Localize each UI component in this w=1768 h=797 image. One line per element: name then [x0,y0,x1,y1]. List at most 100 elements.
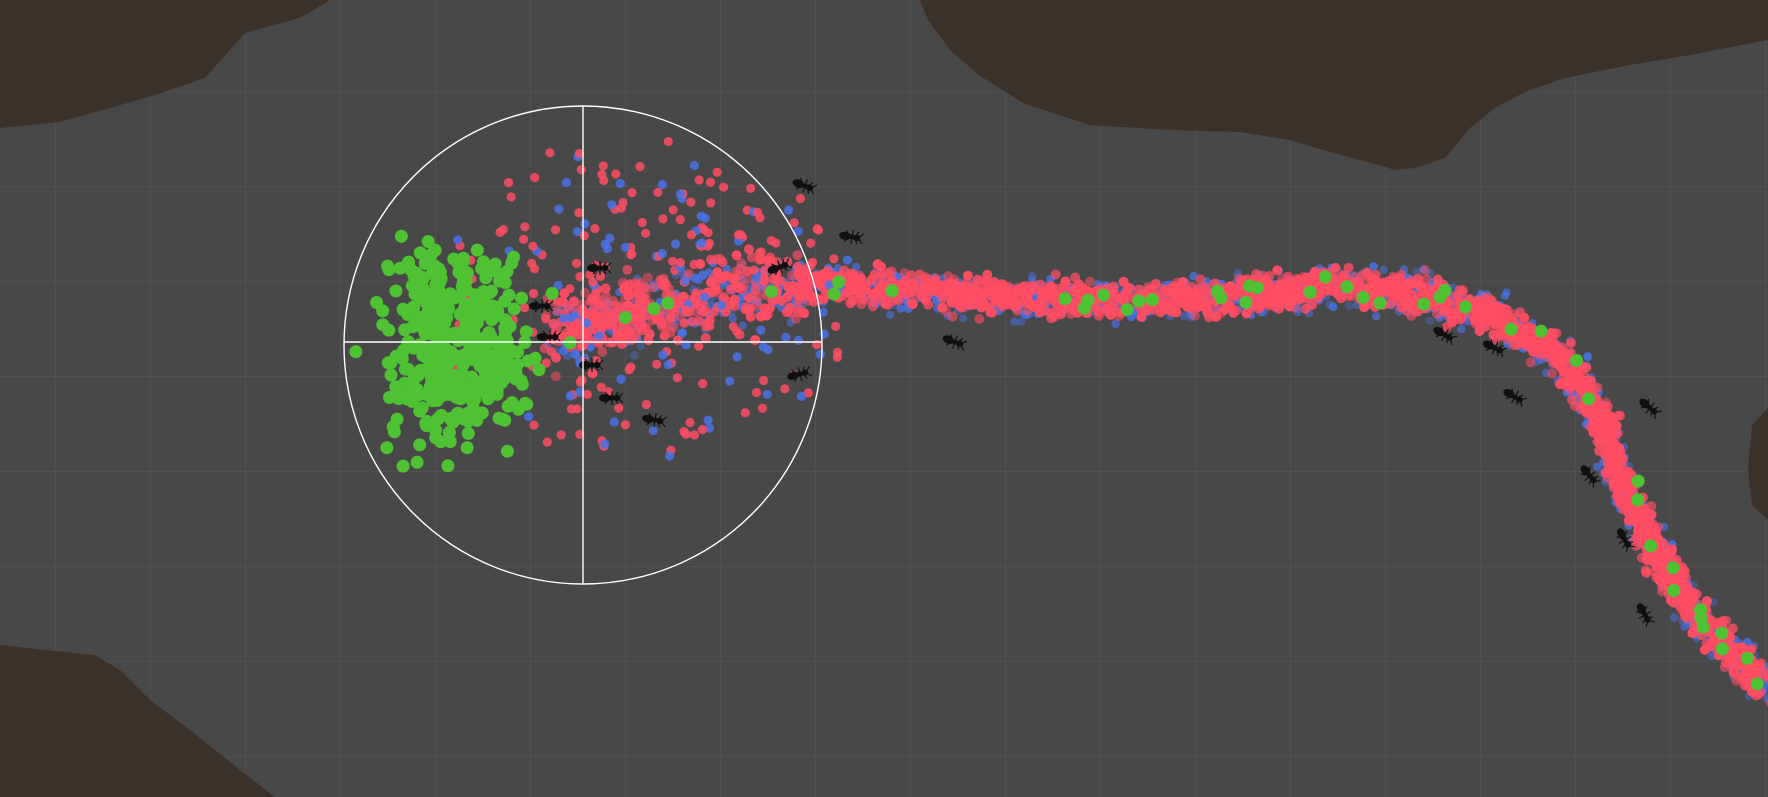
pheromone-dot [765,304,775,314]
food-pellet [456,367,470,381]
pheromone-dot [800,278,811,289]
pheromone-dot [670,306,681,317]
pheromone-dot [1748,664,1759,675]
pheromone-dot [1547,368,1557,379]
food-pellet [511,345,524,359]
pheromone-dot [686,197,696,207]
pheromone-dot [789,218,799,228]
pheromone-dot [608,296,619,306]
pheromone-dot [1707,652,1716,661]
pheromone-dot [1160,285,1171,296]
pheromone-dot [598,161,608,171]
pheromone-dot [453,235,463,245]
pheromone-dot [742,273,753,284]
pheromone-dot [1425,316,1434,325]
pheromone-dot [599,175,609,186]
food-pellet [434,408,448,422]
pheromone-dot [1046,308,1056,319]
pheromone-dot [735,282,746,293]
pheromone-dot [1600,447,1611,457]
pheromone-dot [572,227,583,237]
food-pellet [545,286,559,300]
food-pellet [395,352,409,366]
pheromone-dot [1765,698,1768,708]
food-pellet [532,363,546,377]
food-pellet [885,284,899,298]
pheromone-dot [665,451,675,461]
pheromone-dot [829,254,839,264]
pheromone-dot [1607,469,1618,479]
pheromone-dot [519,234,529,244]
food-pellet [486,299,500,313]
pheromone-dot [760,265,771,276]
food-pellet [461,426,475,440]
pheromone-dot [982,285,993,296]
selection-gizmo[interactable] [343,105,823,585]
food-pellet [1694,603,1707,617]
pheromone-dot [1300,303,1311,314]
pheromone-dot [589,309,599,319]
pheromone-dot [1010,317,1019,326]
pheromone-dot [597,304,608,315]
food-pellet [1740,651,1754,665]
pheromone-dot [1682,613,1692,624]
pheromone-dot [1410,306,1421,317]
pheromone-dot [693,315,704,326]
pheromone-dot [749,265,759,275]
pheromone-dot [885,310,895,319]
pheromone-dot [1614,491,1625,502]
pheromone-dot [594,331,604,341]
pheromone-dot [1343,262,1354,273]
pheromone-dot [793,226,803,236]
pheromone-dot [1636,552,1647,563]
food-pellet [390,412,404,426]
food-pellet [376,304,390,318]
pheromone-dot [728,314,737,323]
pheromone-dot [1325,300,1334,309]
food-pellet [1666,561,1680,575]
pheromone-dot [1717,616,1728,627]
wall-bottom-left [0,645,275,797]
pheromone-dot [1059,280,1069,291]
pheromone-dot [880,296,891,307]
pheromone-dot [1657,586,1668,597]
pheromone-dot [1701,596,1712,606]
pheromone-dot [546,347,557,357]
pheromone-dot [1301,272,1312,283]
pheromone-dot [579,231,589,241]
pheromone-dot [1329,302,1338,311]
food-pellet [421,346,434,360]
pheromone-dot [968,299,979,310]
food-pellet [396,302,410,316]
food-pellet [381,259,394,273]
pheromone-dot [576,165,586,175]
pheromone-dot [844,274,855,285]
pheromone-dot [652,359,662,369]
pheromone-dot [572,258,582,268]
pheromone-dot [574,208,584,218]
pheromone-dot [1658,564,1669,575]
pheromone-dot [644,336,654,346]
pheromone-dot [759,276,769,286]
pheromone-dot [586,343,595,352]
pheromone-dot [1050,269,1061,280]
pheromone-dot [528,241,538,251]
pheromone-dot [1284,301,1295,312]
pheromone-dot [899,268,910,279]
pheromone-dot [699,292,710,302]
pheromone-dot [1631,540,1642,551]
food-pellet [519,325,533,339]
pheromone-dot [570,349,580,359]
pheromone-dot [690,299,700,309]
pheromone-dot [697,425,708,435]
pheromone-dot [1655,536,1666,547]
food-pellet [425,375,439,388]
food-pellet [389,284,403,298]
pheromone-dot [1396,269,1407,280]
food-pellet [501,399,515,413]
pheromone-dot [783,281,793,292]
pheromone-dot [921,282,931,293]
food-pellet [413,246,427,260]
